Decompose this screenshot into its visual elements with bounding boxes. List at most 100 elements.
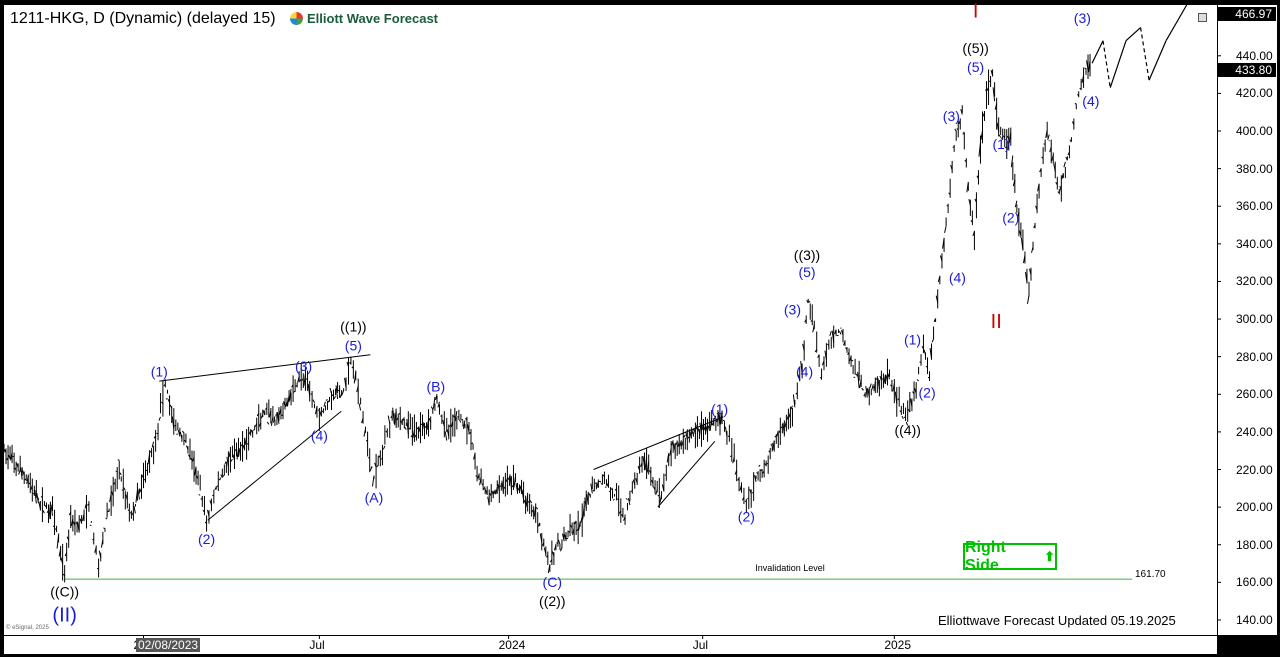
x-tick-label: 2024 [498, 638, 526, 652]
wave-label: (3) [1074, 10, 1091, 26]
price-bar-tick [20, 467, 23, 480]
price-bar-tick [646, 461, 650, 473]
price-bar-tick [412, 430, 415, 438]
price-bar-tick [28, 482, 31, 485]
price-bar-tick [1059, 185, 1062, 192]
price-bar-tick [52, 525, 55, 528]
price-bar-tick [293, 390, 296, 393]
price-bar-tick [519, 485, 523, 493]
price-bar-tick [190, 457, 193, 461]
wave-label: (4) [311, 428, 328, 444]
price-bar-tick [865, 385, 868, 398]
price-bar-tick [184, 439, 187, 443]
wave-label: (3) [295, 358, 312, 374]
trendline [207, 410, 342, 521]
price-bar-tick [834, 329, 837, 335]
price-bar-tick [333, 396, 336, 399]
price-bar-tick [8, 454, 11, 459]
price-bar-tick [968, 198, 971, 206]
price-bar-tick [685, 431, 688, 440]
price-bar-tick [402, 417, 405, 422]
price-bar-tick [499, 485, 502, 488]
price-bar-tick [948, 192, 951, 195]
price-bar-tick [986, 87, 990, 91]
price-bar-tick [768, 450, 771, 453]
price-bar-tick [724, 426, 728, 437]
price-bar-tick [749, 489, 752, 495]
price-bar-tick [207, 509, 210, 517]
price-bar-tick [270, 417, 274, 426]
price-bar-tick [883, 374, 886, 384]
wave-label: (1) [904, 332, 921, 348]
price-bar-tick [115, 470, 118, 473]
price-bar-tick [244, 436, 248, 446]
price-bar-tick [729, 455, 733, 458]
price-bar-tick [481, 483, 484, 486]
price-bar-tick [376, 464, 379, 468]
price-bar-tick [1055, 181, 1058, 185]
price-bar-tick [382, 445, 386, 450]
price-bar-tick [16, 463, 19, 468]
invalidation-label: Invalidation Level [755, 563, 825, 573]
price-bar-tick [978, 142, 981, 157]
price-bar-tick [596, 481, 599, 488]
wave-label: II [991, 311, 1002, 333]
price-bar-tick [471, 442, 474, 445]
high-price-tag: 466.97 [1218, 7, 1276, 21]
price-bar-tick [553, 544, 557, 551]
price-bar-tick [98, 550, 102, 558]
price-bar-tick [576, 528, 579, 532]
price-bar-tick [916, 379, 919, 382]
logo-text: Elliott Wave Forecast [307, 11, 438, 26]
price-bar-tick [845, 347, 848, 350]
price-bar-tick [592, 489, 595, 492]
price-bar-tick [792, 394, 796, 408]
price-bar-tick [404, 426, 407, 430]
price-bar-tick [671, 440, 674, 446]
price-bar-tick [1088, 60, 1091, 73]
price-bar-tick [566, 537, 569, 540]
price-bar-tick [454, 410, 458, 422]
price-bar-tick [329, 387, 332, 394]
price-bar-tick [1008, 132, 1012, 144]
price-bar-tick [46, 510, 49, 514]
price-axis[interactable] [1217, 5, 1277, 635]
price-bar-tick [535, 507, 539, 510]
price-bar-tick [637, 465, 641, 471]
price-bar-tick [289, 388, 292, 401]
price-bar-tick [169, 404, 173, 409]
price-bar-tick [523, 499, 527, 504]
price-bar-tick [66, 536, 70, 541]
price-bar-tick [718, 412, 721, 427]
price-bar-tick [517, 486, 520, 491]
price-bar-tick [521, 489, 525, 500]
price-bar-tick [651, 479, 654, 484]
price-bar-tick [966, 181, 969, 193]
chart-settings-icon[interactable] [1198, 13, 1207, 22]
price-bar-tick [119, 472, 122, 476]
price-bar-tick [817, 354, 820, 358]
price-bar-tick [252, 429, 255, 431]
price-bar-tick [1043, 143, 1046, 145]
price-bar-tick [430, 406, 434, 410]
price-bar-tick [839, 330, 842, 335]
price-bar-tick [1014, 200, 1018, 208]
price-bar-tick [14, 467, 17, 471]
price-bar-tick [440, 415, 443, 417]
price-bar-tick [495, 487, 498, 495]
price-bar-tick [657, 494, 660, 497]
y-tick-label: 360.00 [1236, 199, 1273, 214]
price-bar-tick [602, 474, 605, 477]
price-bar-tick [84, 503, 87, 509]
time-axis[interactable] [4, 636, 1217, 654]
price-bar-tick [285, 401, 288, 407]
price-bar-tick [780, 426, 783, 429]
price-bar-tick [933, 318, 937, 322]
price-bar-tick [79, 518, 83, 524]
price-bar-tick [50, 504, 54, 516]
price-bar-tick [956, 128, 959, 131]
price-bar-tick [976, 175, 979, 179]
price-bar-tick [810, 319, 813, 322]
price-bar-tick [822, 360, 825, 366]
price-bar-tick [929, 348, 933, 359]
